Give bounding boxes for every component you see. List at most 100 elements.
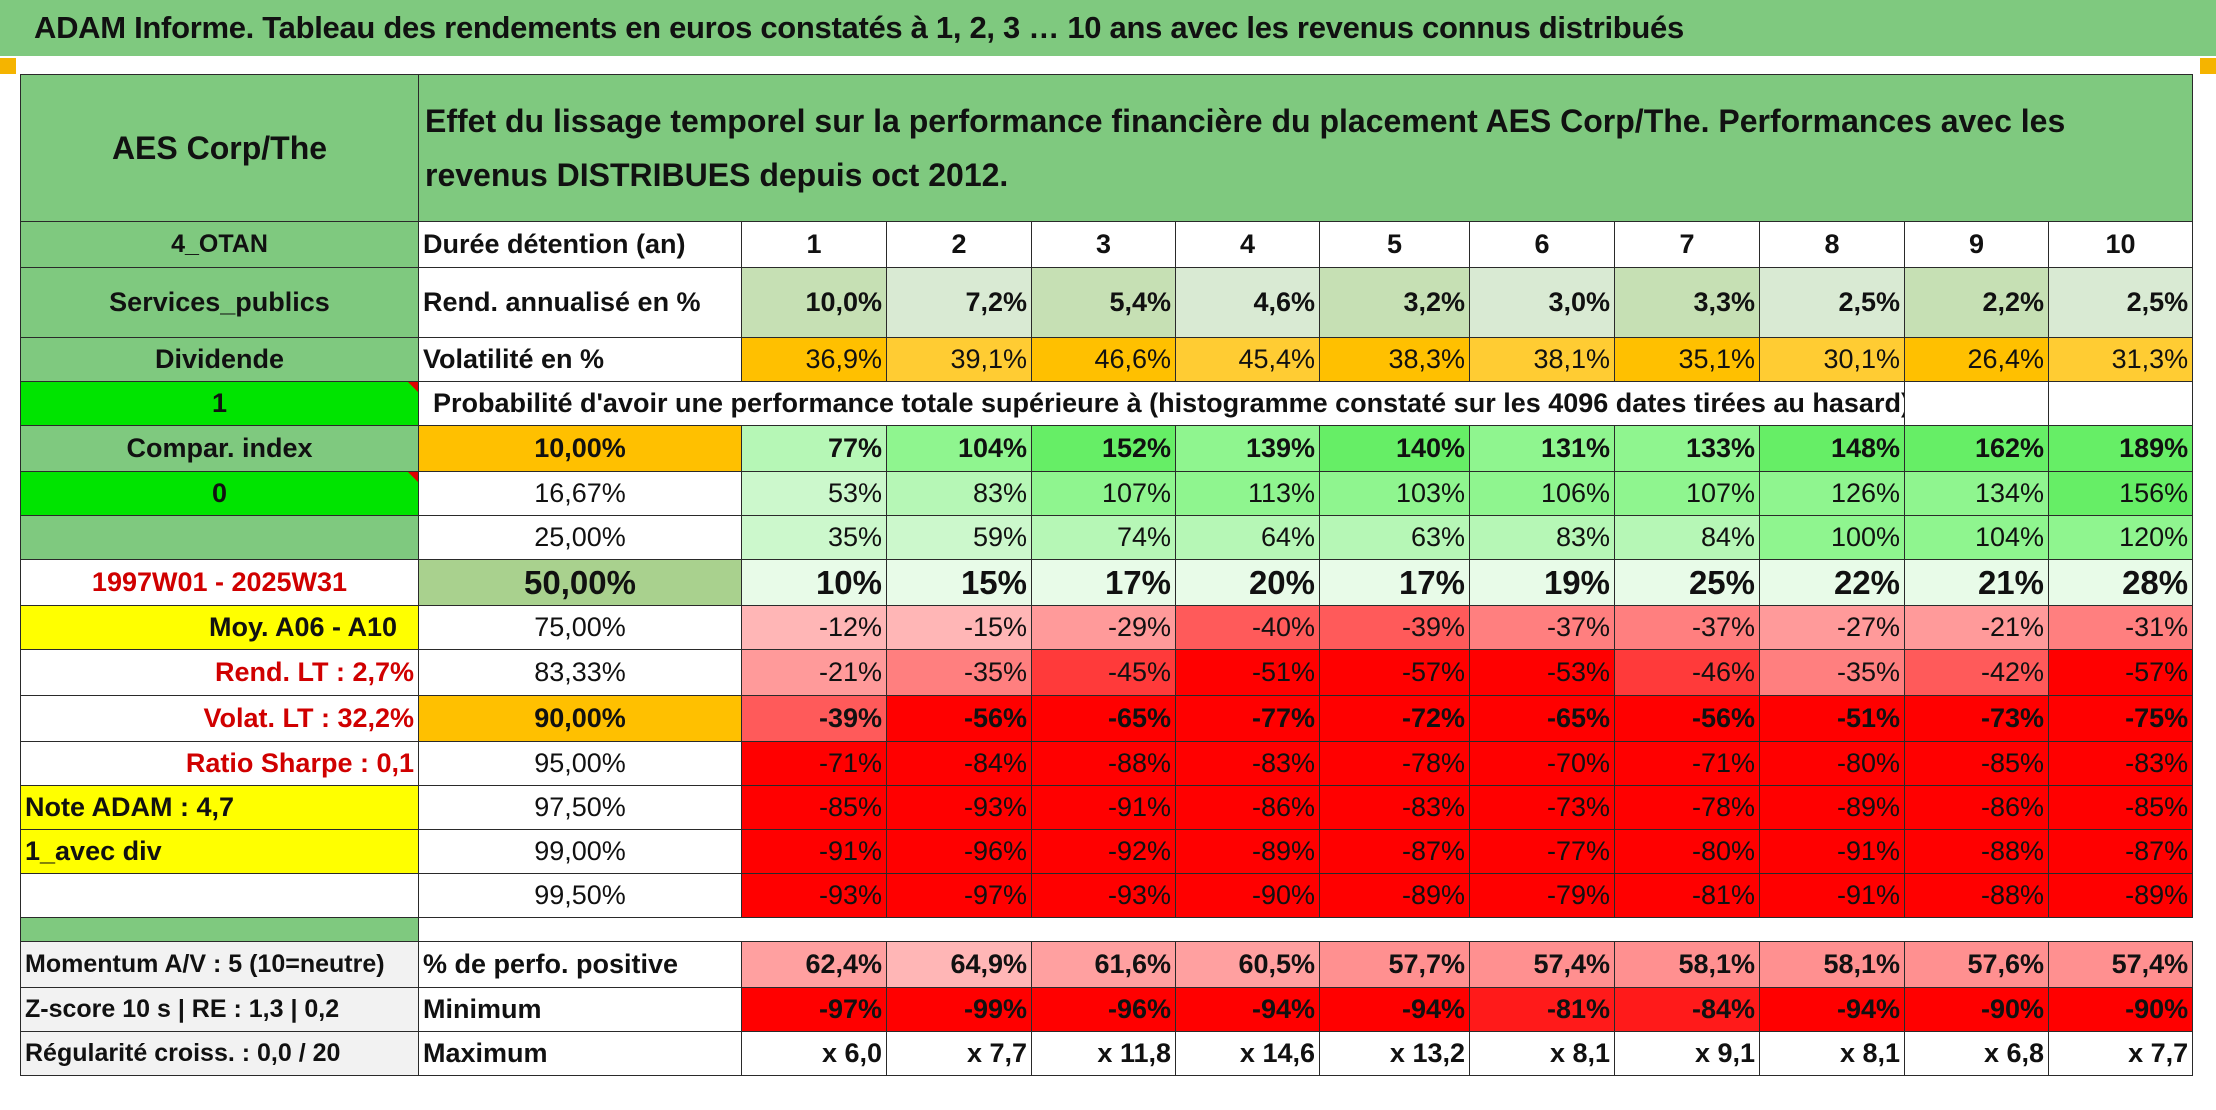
probability-value-cell: -77% <box>1175 695 1320 742</box>
annualized-return-cell: 2,5% <box>1759 267 1905 338</box>
probability-value-cell: -78% <box>1319 741 1470 786</box>
probability-value-cell: 17% <box>1319 559 1470 606</box>
maximum-cell: x 6,0 <box>741 1031 887 1076</box>
probability-value-cell: -21% <box>741 649 887 696</box>
maximum-cell: x 7,7 <box>2047 1031 2194 1076</box>
adam-score: Note ADAM : 4,7 <box>20 785 419 830</box>
probability-value-cell: 59% <box>886 515 1032 560</box>
positive-perf-cell: 57,7% <box>1319 941 1470 988</box>
probability-value-cell: -75% <box>2047 695 2194 742</box>
year-header: 2 <box>886 221 1032 268</box>
probability-value-cell: -83% <box>1319 785 1470 830</box>
dividend-mode: 1_avec div <box>20 829 419 874</box>
probability-value-cell: -91% <box>1759 873 1905 918</box>
regularity-info: Régularité croiss. : 0,0 / 20 <box>20 1031 419 1076</box>
probability-value-cell: -91% <box>1031 785 1176 830</box>
probability-value-cell: -56% <box>1614 695 1760 742</box>
volatility-cell: 30,1% <box>1759 337 1905 382</box>
green-gap-cell <box>20 917 419 942</box>
performance-table: AES Corp/The Effet du lissage temporel s… <box>20 74 2194 1076</box>
maximum-cell: x 6,8 <box>1904 1031 2049 1076</box>
sharpe-ratio: Ratio Sharpe : 0,1 <box>20 741 419 786</box>
probability-value-cell: 162% <box>1904 425 2049 472</box>
performance-table-frame: AES Corp/The Effet du lissage temporel s… <box>20 74 2194 1100</box>
probability-value-cell: -46% <box>1614 649 1760 696</box>
minimum-cell: -94% <box>1759 987 1905 1032</box>
positive-perf-label: % de perfo. positive <box>418 941 742 988</box>
volatility-cell: 39,1% <box>886 337 1032 382</box>
probability-value-cell: 83% <box>886 471 1032 516</box>
maximum-cell: x 11,8 <box>1031 1031 1176 1076</box>
probability-value-cell: -84% <box>886 741 1032 786</box>
probability-value-cell: 106% <box>1469 471 1615 516</box>
minimum-cell: -94% <box>1175 987 1320 1032</box>
annualized-return-cell: 3,2% <box>1319 267 1470 338</box>
positive-perf-cell: 64,9% <box>886 941 1032 988</box>
zscore-info: Z-score 10 s | RE : 1,3 | 0,2 <box>20 987 419 1032</box>
empty-cell <box>20 515 419 560</box>
probability-value-cell: 28% <box>2047 559 2194 606</box>
probability-value-cell: -91% <box>741 829 887 874</box>
positive-perf-cell: 57,4% <box>1469 941 1615 988</box>
probability-value-cell: -51% <box>1175 649 1320 696</box>
probability-value-cell: 148% <box>1759 425 1905 472</box>
minimum-cell: -81% <box>1469 987 1615 1032</box>
probability-value-cell: 35% <box>741 515 887 560</box>
positive-perf-cell: 57,4% <box>2047 941 2194 988</box>
probability-value-cell: 133% <box>1614 425 1760 472</box>
probability-label: Probabilité d'avoir une performance tota… <box>418 381 1905 426</box>
momentum-info: Momentum A/V : 5 (10=neutre) <box>20 941 419 988</box>
probability-value-cell: -73% <box>1904 695 2049 742</box>
minimum-cell: -99% <box>886 987 1032 1032</box>
probability-value-cell: 77% <box>741 425 887 472</box>
year-header: 5 <box>1319 221 1470 268</box>
minimum-cell: -84% <box>1614 987 1760 1032</box>
probability-value-cell: -35% <box>1759 649 1905 696</box>
asset-sector: Services_publics <box>20 267 419 338</box>
positive-perf-cell: 61,6% <box>1031 941 1176 988</box>
volatility-cell: 38,1% <box>1469 337 1615 382</box>
probability-value-cell: -72% <box>1319 695 1470 742</box>
asset-name: AES Corp/The <box>20 74 419 222</box>
probability-value-cell: -39% <box>741 695 887 742</box>
probability-value-cell: -56% <box>886 695 1032 742</box>
year-header: 7 <box>1614 221 1760 268</box>
probability-value-cell: -12% <box>741 605 887 650</box>
gap-cell <box>418 917 2193 942</box>
probability-value-cell: 25% <box>1614 559 1760 606</box>
probability-threshold: 95,00% <box>418 741 742 786</box>
probability-value-cell: 103% <box>1319 471 1470 516</box>
year-header: 8 <box>1759 221 1905 268</box>
annualized-return-cell: 2,2% <box>1904 267 2049 338</box>
empty-cell <box>20 873 419 918</box>
probability-threshold: 50,00% <box>418 559 742 606</box>
probability-value-cell: -80% <box>1614 829 1760 874</box>
probability-value-cell: -65% <box>1469 695 1615 742</box>
probability-value-cell: -86% <box>1175 785 1320 830</box>
probability-value-cell: -29% <box>1031 605 1176 650</box>
probability-threshold: 90,00% <box>418 695 742 742</box>
probability-value-cell: 74% <box>1031 515 1176 560</box>
probability-threshold: 99,50% <box>418 873 742 918</box>
probability-value-cell: -86% <box>1904 785 2049 830</box>
annualized-return-cell: 3,3% <box>1614 267 1760 338</box>
probability-threshold: 99,00% <box>418 829 742 874</box>
positive-perf-cell: 58,1% <box>1614 941 1760 988</box>
probability-value-cell: 100% <box>1759 515 1905 560</box>
probability-value-cell: 107% <box>1031 471 1176 516</box>
probability-value-cell: -71% <box>741 741 887 786</box>
probability-value-cell: 21% <box>1904 559 2049 606</box>
minimum-label: Minimum <box>418 987 742 1032</box>
volatility-cell: 38,3% <box>1319 337 1470 382</box>
probability-value-cell: -71% <box>1614 741 1760 786</box>
page-title: ADAM Informe. Tableau des rendements en … <box>0 0 2216 56</box>
probability-threshold: 25,00% <box>418 515 742 560</box>
probability-value-cell: -97% <box>886 873 1032 918</box>
annualized-return-cell: 7,2% <box>886 267 1032 338</box>
empty-cell <box>2047 381 2194 426</box>
probability-value-cell: -42% <box>1904 649 2049 696</box>
probability-value-cell: -45% <box>1031 649 1176 696</box>
probability-threshold: 83,33% <box>418 649 742 696</box>
volatility-cell: 46,6% <box>1031 337 1176 382</box>
probability-value-cell: 134% <box>1904 471 2049 516</box>
